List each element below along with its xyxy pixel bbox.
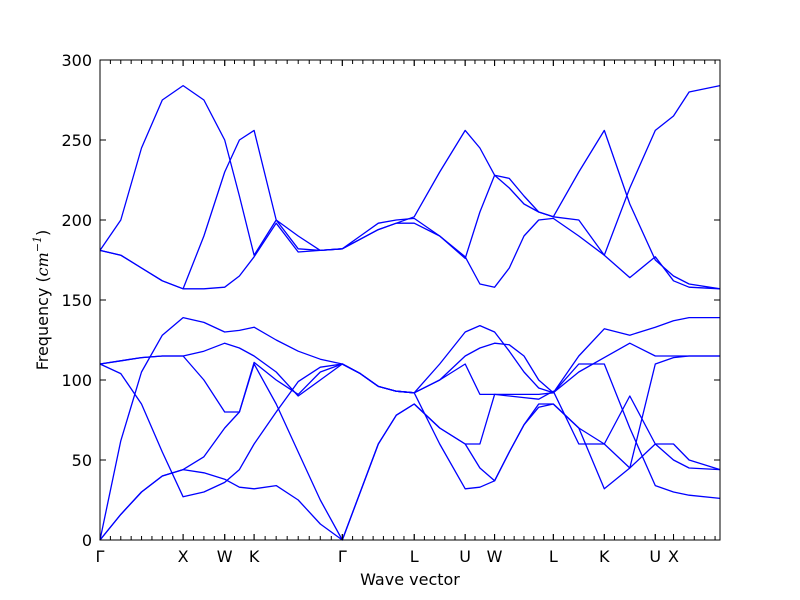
y-tick-label: 50	[72, 451, 92, 470]
y-tick-label: 250	[61, 131, 92, 150]
x-tick-label: U	[649, 547, 661, 566]
x-tick-label: Γ	[96, 547, 105, 566]
x-tick-label: K	[599, 547, 610, 566]
phonon-branch-6	[99, 355, 721, 471]
x-tick-label: L	[410, 547, 419, 566]
y-tick-label: 200	[61, 211, 92, 230]
phonon-branch-7	[99, 217, 721, 290]
phonon-branch-4	[99, 342, 720, 397]
y-tick-label: 300	[61, 51, 92, 70]
x-tick-label: K	[249, 547, 260, 566]
phonon-branch-5	[99, 355, 720, 498]
plot-frame	[99, 59, 721, 541]
x-tick-label: U	[459, 547, 471, 566]
phonon-branch-1	[99, 403, 721, 541]
x-tick-label: X	[668, 547, 679, 566]
x-tick-label: W	[217, 547, 233, 566]
phonon-branch-3	[99, 316, 720, 541]
phonon-branch-9	[99, 84, 721, 256]
x-tick-label: L	[549, 547, 558, 566]
y-tick-label: 100	[61, 371, 92, 390]
x-tick-label: W	[487, 547, 503, 566]
x-tick-label: X	[178, 547, 189, 566]
series-layer	[99, 84, 721, 541]
x-tick-label: Γ	[338, 547, 347, 566]
phonon-branch-8	[99, 129, 721, 290]
phonon-branch-2	[99, 363, 721, 541]
y-tick-label: 0	[82, 531, 92, 550]
y-tick-label: 150	[61, 291, 92, 310]
x-axis-label: Wave vector	[360, 570, 460, 589]
y-axis-label: Frequency (cm−1)	[31, 230, 52, 371]
